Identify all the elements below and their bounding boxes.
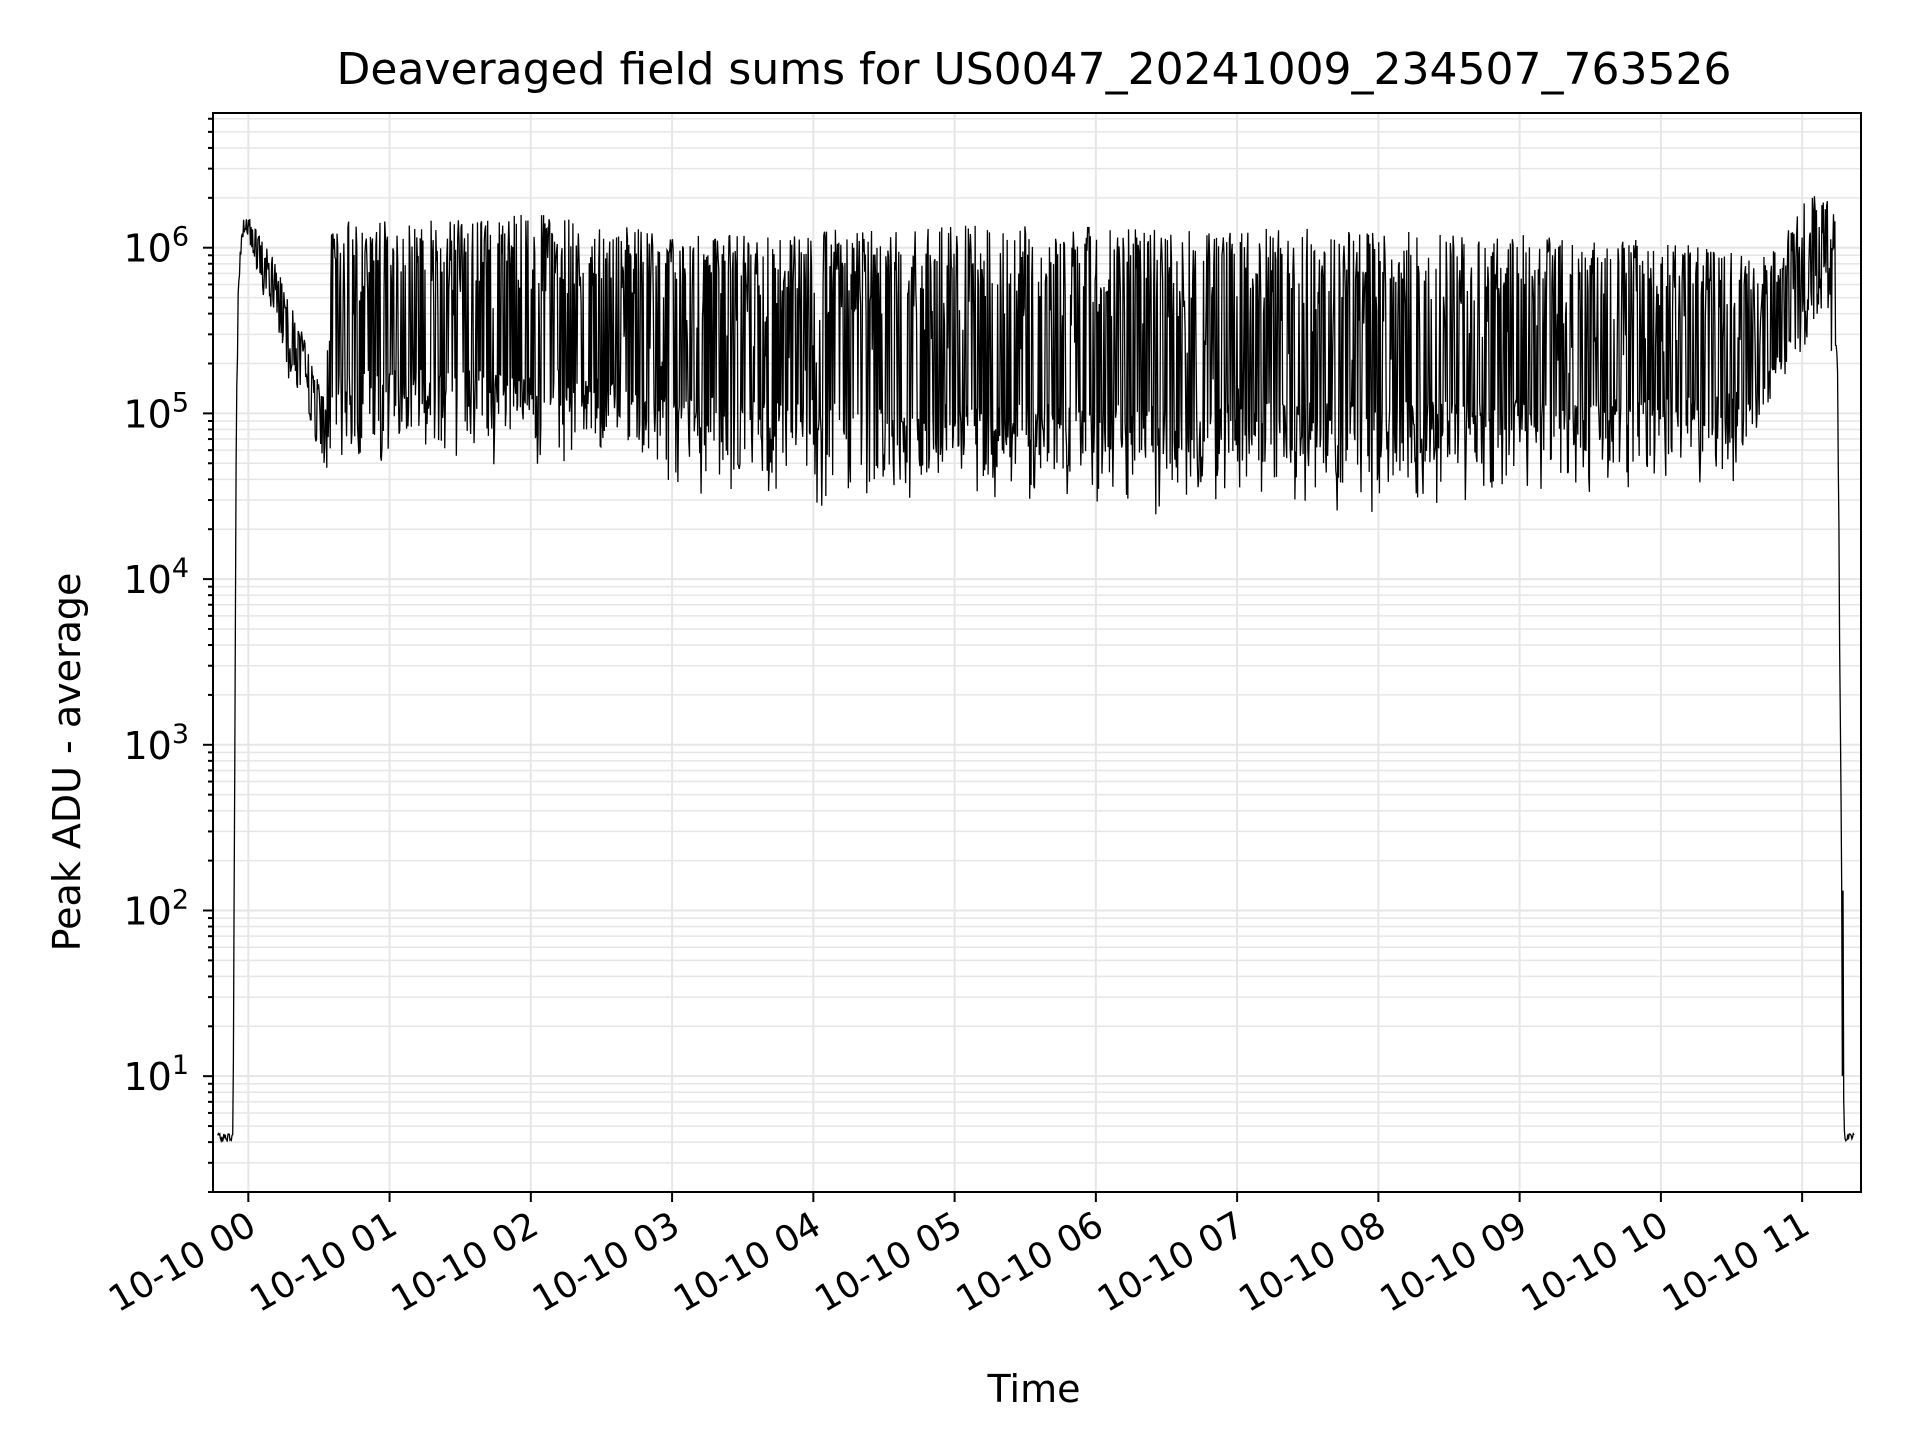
plot-line xyxy=(217,196,1855,1144)
y-tick-label: 102 xyxy=(123,884,189,933)
y-axis-label: Peak ADU - average xyxy=(45,573,89,952)
chart-title: Deaveraged field sums for US0047_2024100… xyxy=(337,44,1732,95)
y-tick-label: 105 xyxy=(123,387,189,436)
y-axis: 101 102 103 104 105 106 xyxy=(123,117,213,1193)
y-tick-label: 106 xyxy=(123,222,189,271)
y-tick-label: 101 xyxy=(123,1050,189,1099)
y-tick-label: 103 xyxy=(123,719,189,768)
plot-frame xyxy=(212,112,1862,1193)
x-axis-label: Time xyxy=(987,1367,1081,1411)
y-tick-label: 104 xyxy=(123,553,189,602)
data-series-line xyxy=(217,196,1855,1144)
